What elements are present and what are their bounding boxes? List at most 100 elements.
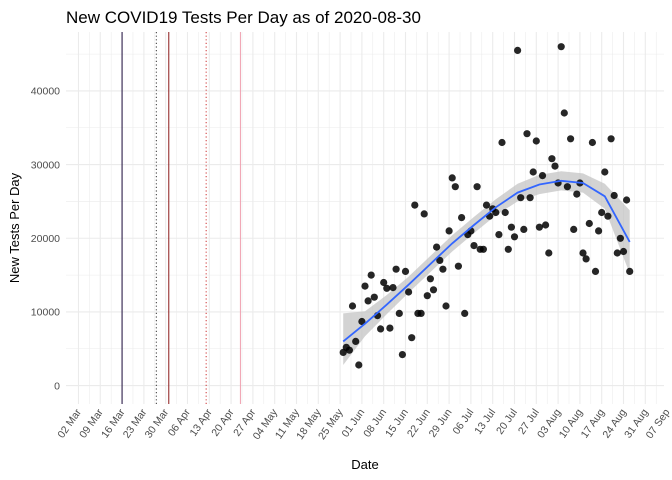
x-axis-title: Date (351, 457, 378, 472)
y-tick-label: 0 (54, 380, 60, 392)
y-tick-label: 30000 (31, 159, 60, 171)
data-point (548, 155, 556, 163)
data-point (579, 249, 587, 257)
data-point (532, 137, 540, 145)
data-point (567, 135, 575, 143)
y-tick-label: 10000 (31, 307, 60, 319)
data-point (348, 302, 357, 310)
data-point (401, 267, 410, 275)
data-point (598, 208, 606, 217)
data-point (454, 262, 462, 270)
data-point (626, 267, 634, 275)
data-point (492, 208, 500, 217)
data-point (551, 162, 559, 170)
reference-lines (121, 32, 241, 404)
data-point (526, 194, 534, 202)
smooth-line (342, 179, 631, 343)
data-point (520, 225, 528, 233)
data-point (423, 292, 431, 300)
data-point (510, 233, 519, 241)
data-point (426, 275, 434, 283)
chart-title: New COVID19 Tests Per Day as of 2020-08-… (66, 8, 421, 27)
data-point (538, 172, 547, 180)
data-point (392, 265, 400, 273)
data-point (411, 201, 419, 209)
data-point (517, 194, 525, 202)
data-point (445, 227, 453, 235)
grid (66, 32, 664, 404)
data-point (482, 201, 491, 209)
smooth-line-path (342, 179, 631, 343)
data-point (451, 183, 459, 191)
x-tick-label: 29 Jun (427, 407, 455, 440)
data-point (501, 208, 509, 217)
data-point (370, 293, 378, 301)
data-point (601, 168, 609, 176)
data-point (563, 183, 572, 191)
data-point (535, 223, 544, 231)
data-point (355, 361, 363, 369)
data-point (442, 302, 450, 310)
confidence-ribbon (343, 171, 630, 365)
x-tick-label: 20 Jul (494, 407, 520, 437)
data-point (361, 282, 369, 290)
data-point (591, 267, 600, 275)
data-point (588, 138, 597, 147)
data-point (479, 245, 487, 253)
data-point (352, 337, 360, 345)
x-tick-label: 06 Jul (450, 407, 476, 437)
data-point (429, 286, 438, 294)
data-point (504, 245, 512, 253)
data-point (448, 174, 456, 182)
y-axis-title: New Tests Per Day (7, 172, 22, 283)
data-point (345, 346, 353, 354)
data-point (607, 135, 615, 143)
x-tick-label: 13 Jul (472, 407, 498, 437)
y-tick-label: 40000 (31, 86, 60, 98)
x-tick-label: 30 Mar (143, 406, 172, 440)
data-point (610, 191, 618, 200)
data-point (613, 249, 621, 257)
data-point (436, 256, 444, 264)
data-point (417, 309, 425, 317)
y-tick-label: 20000 (31, 233, 60, 245)
data-point (619, 247, 628, 256)
data-point (604, 212, 612, 220)
data-point (389, 284, 397, 292)
data-point (529, 168, 537, 176)
data-point (367, 271, 375, 279)
data-point (364, 297, 372, 305)
data-point (383, 284, 391, 292)
data-point (560, 109, 568, 117)
data-point (595, 227, 603, 235)
data-point (473, 183, 481, 191)
data-point (570, 225, 578, 233)
data-point (616, 234, 625, 242)
data-point (623, 196, 631, 204)
data-point (377, 325, 385, 333)
data-point (523, 130, 531, 138)
data-point (498, 138, 506, 147)
data-point (458, 214, 466, 222)
data-point (545, 249, 553, 257)
data-point (542, 221, 550, 229)
data-point (439, 265, 447, 273)
y-axis: 0 10000 20000 30000 40000 (31, 86, 60, 393)
data-point (514, 46, 522, 55)
data-point (573, 190, 581, 198)
data-point (358, 317, 366, 326)
data-point (582, 255, 590, 263)
data-point (470, 242, 478, 250)
data-point (507, 223, 515, 231)
data-point (398, 351, 406, 359)
data-point (380, 278, 388, 287)
data-point (408, 334, 416, 342)
data-point (405, 288, 413, 296)
data-point (395, 309, 403, 317)
data-point (495, 231, 503, 239)
data-point (386, 324, 394, 332)
data-point (461, 309, 469, 317)
data-point (557, 43, 565, 51)
